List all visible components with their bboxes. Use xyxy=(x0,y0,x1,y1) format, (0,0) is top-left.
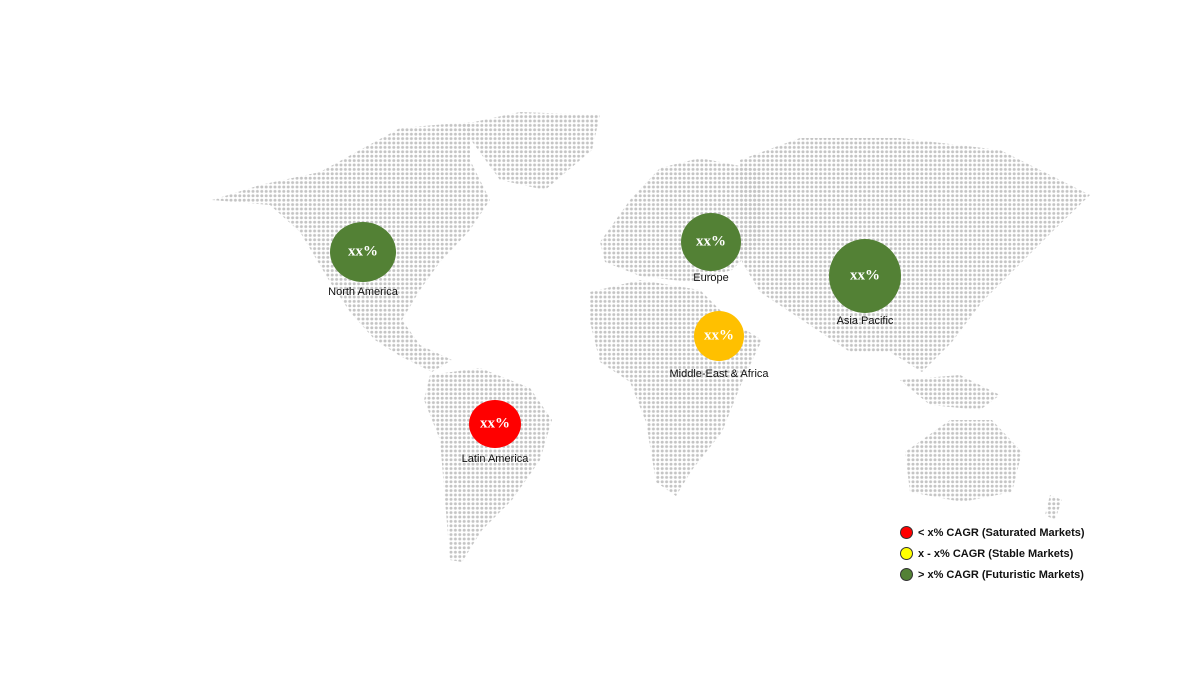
region-bubble xyxy=(469,400,521,448)
region-bubble xyxy=(681,213,741,271)
africa-land xyxy=(590,280,762,496)
green-dot-icon xyxy=(900,568,913,581)
southeast-asia-islands xyxy=(900,375,1000,410)
region-label: Middle-East & Africa xyxy=(669,368,769,380)
red-dot-icon xyxy=(900,526,913,539)
region-value: xx% xyxy=(696,233,726,250)
legend-item-futuristic: > x% CAGR (Futuristic Markets) xyxy=(900,564,1085,585)
legend: < x% CAGR (Saturated Markets) x - x% CAG… xyxy=(900,522,1085,585)
asia-land xyxy=(740,138,1090,372)
region-value: xx% xyxy=(348,243,378,260)
legend-item-stable: x - x% CAGR (Stable Markets) xyxy=(900,543,1085,564)
region-label: Latin America xyxy=(461,453,529,465)
legend-item-saturated: < x% CAGR (Saturated Markets) xyxy=(900,522,1085,543)
region-label: Europe xyxy=(693,272,729,284)
greenland-land xyxy=(460,112,600,190)
region-value: xx% xyxy=(704,327,734,344)
new-zealand-land xyxy=(1045,495,1062,520)
region-bubble xyxy=(829,239,901,313)
south-america-land xyxy=(424,368,552,562)
region-bubble xyxy=(694,311,744,361)
region-label: North America xyxy=(328,286,398,298)
region-label: Asia Pacific xyxy=(836,315,894,327)
australia-land xyxy=(905,420,1022,502)
yellow-dot-icon xyxy=(900,547,913,560)
region-value: xx% xyxy=(480,415,510,432)
europe-land xyxy=(600,158,762,282)
region-bubble xyxy=(330,222,396,282)
region-value: xx% xyxy=(850,267,880,284)
